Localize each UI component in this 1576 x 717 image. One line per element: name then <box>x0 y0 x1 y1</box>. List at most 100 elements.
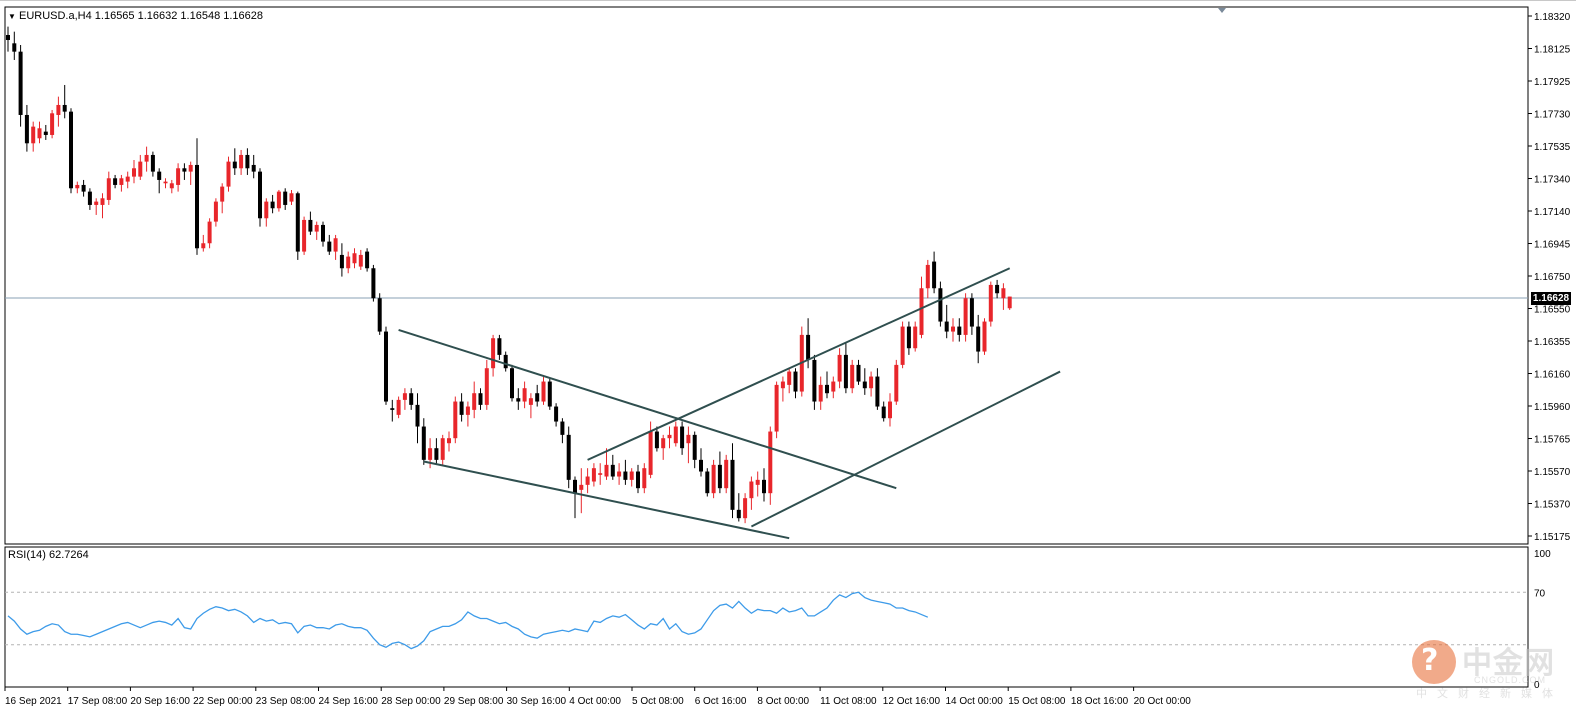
bear-candle <box>12 43 17 52</box>
bear-candle <box>995 284 1000 294</box>
bull-candle <box>528 398 533 405</box>
bull-candle <box>774 384 779 432</box>
bull-candle <box>453 401 458 439</box>
bull-candle <box>31 126 36 144</box>
time-axis-label: 28 Sep 00:00 <box>381 696 441 707</box>
bull-candle <box>484 368 489 405</box>
bull-candle <box>352 253 357 264</box>
bear-candle <box>566 434 571 480</box>
bull-candle <box>629 471 634 480</box>
bear-candle <box>623 471 628 480</box>
bull-candle <box>925 264 930 289</box>
bear-candle <box>409 393 414 405</box>
bear-candle <box>18 51 23 115</box>
bear-candle <box>560 421 565 435</box>
bull-candle <box>472 393 477 410</box>
main-chart-frame <box>4 6 1529 545</box>
bear-candle <box>113 178 118 185</box>
time-axis-label: 20 Sep 16:00 <box>130 696 190 707</box>
time-axis-label: 8 Oct 00:00 <box>757 696 809 707</box>
bear-candle <box>150 154 155 172</box>
bull-candle <box>919 288 924 335</box>
bull-candle <box>94 201 99 205</box>
bull-candle <box>850 364 855 389</box>
bull-candle <box>913 326 918 349</box>
time-axis-label: 30 Sep 16:00 <box>507 696 567 707</box>
time-axis-label: 4 Oct 00:00 <box>569 696 621 707</box>
price-axis-label: 1.15570 <box>1534 467 1571 478</box>
bull-candle <box>604 464 609 477</box>
bear-candle <box>793 371 798 392</box>
bear-candle <box>762 479 766 494</box>
bull-candle <box>831 381 836 392</box>
bull-candle <box>289 193 294 202</box>
price-axis-label: 1.17535 <box>1534 142 1571 153</box>
bear-candle <box>434 448 439 460</box>
bull-candle <box>276 191 281 209</box>
rsi-panel-frame <box>4 546 1529 688</box>
bear-candle <box>976 326 981 352</box>
price-axis-label: 1.16750 <box>1534 272 1571 283</box>
bear-candle <box>258 171 262 219</box>
bull-candle <box>264 201 269 219</box>
bear-candle <box>283 191 288 205</box>
price-axis-label: 1.18320 <box>1534 12 1571 23</box>
bull-candle <box>144 154 149 162</box>
bull-candle <box>755 479 760 485</box>
bear-candle <box>730 459 735 510</box>
bull-candle <box>982 321 987 352</box>
bull-candle <box>176 168 181 185</box>
watermark-title: 中金网 <box>1462 646 1555 681</box>
bear-candle <box>24 114 29 144</box>
bear-candle <box>736 509 741 519</box>
bear-candle <box>969 298 974 327</box>
price-axis-label: 1.15370 <box>1534 500 1571 511</box>
bull-candle <box>591 468 596 482</box>
time-axis-label: 12 Oct 16:00 <box>883 696 941 707</box>
time-axis-label: 17 Sep 08:00 <box>68 696 128 707</box>
bear-candle <box>692 434 697 460</box>
bull-candle <box>888 401 892 419</box>
bear-candle <box>699 459 703 472</box>
bear-candle <box>944 321 949 332</box>
bear-candle <box>81 184 86 192</box>
bear-candle <box>547 381 552 407</box>
rsi-axis-label: 70 <box>1534 588 1546 599</box>
bull-candle <box>869 376 874 389</box>
scroll-shift-marker-icon[interactable] <box>1218 8 1226 13</box>
bear-candle <box>825 384 829 394</box>
bear-candle <box>459 401 464 415</box>
bear-candle <box>717 464 722 489</box>
price-axis-label: 1.15765 <box>1534 435 1571 446</box>
bear-candle <box>881 406 886 419</box>
time-axis-label: 11 Oct 08:00 <box>820 696 877 707</box>
trendline-rising-channel-upper[interactable] <box>587 267 1011 461</box>
bear-candle <box>182 168 187 172</box>
trendline-rising-channel-lower[interactable] <box>750 370 1061 528</box>
bull-candle <box>541 381 546 402</box>
trendline-falling-wedge-lower[interactable] <box>423 460 790 540</box>
bear-candle <box>157 171 162 180</box>
bull-candle <box>346 256 351 269</box>
price-axis-label: 1.18125 <box>1534 45 1571 56</box>
bear-candle <box>69 111 73 189</box>
bear-candle <box>321 224 325 242</box>
watermark-url: CNGOLD.COM <box>1474 675 1547 685</box>
bull-candle <box>951 326 955 332</box>
bear-candle <box>654 431 659 449</box>
bear-candle <box>327 241 332 252</box>
price-axis-label: 1.16160 <box>1534 370 1571 381</box>
bull-candle <box>169 183 174 189</box>
bear-candle <box>415 404 420 427</box>
bull-candle <box>491 338 496 369</box>
bull-candle <box>396 399 401 415</box>
bull-candle <box>585 476 590 485</box>
symbol-info-label: ▼ EURUSD.a,H4 1.16565 1.16632 1.16548 1.… <box>8 10 263 22</box>
trendline-falling-wedge-upper[interactable] <box>398 328 897 490</box>
dropdown-triangle-icon[interactable]: ▼ <box>8 12 16 21</box>
rsi-info-label: RSI(14) 62.7264 <box>8 549 89 561</box>
bear-candle <box>87 191 92 205</box>
bear-candle <box>232 161 237 169</box>
